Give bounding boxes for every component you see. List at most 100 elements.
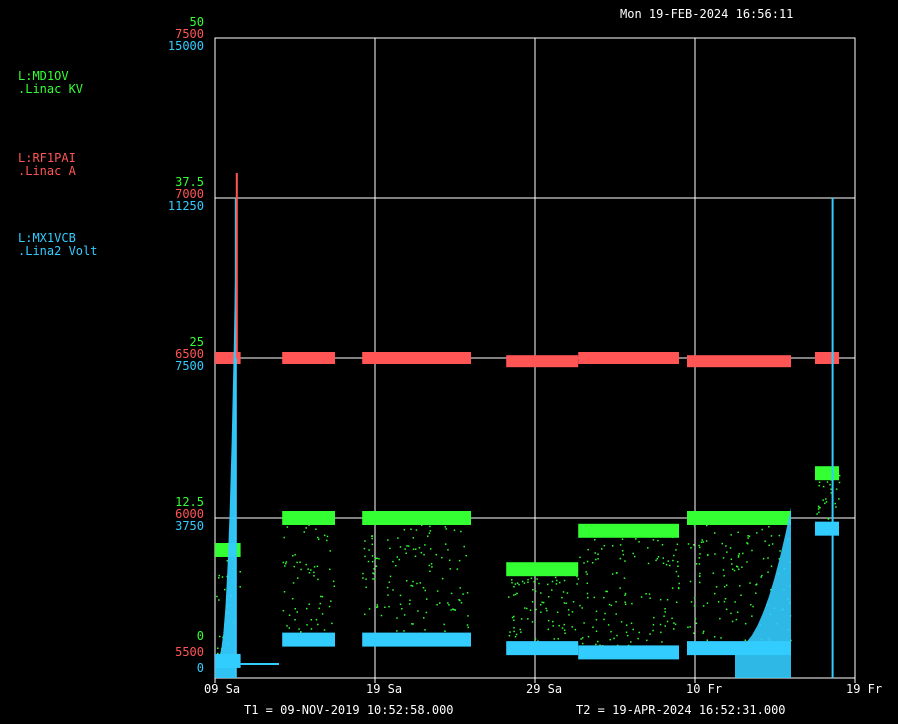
green-scatter-point <box>571 611 574 613</box>
green-scatter-point <box>693 632 695 634</box>
green-scatter-point <box>600 548 603 550</box>
green-scatter-point <box>635 538 637 540</box>
red-series-segment-1 <box>282 352 335 364</box>
green-scatter-point <box>467 626 470 629</box>
green-scatter-point <box>405 580 408 582</box>
green-scatter-point <box>542 601 545 604</box>
green-scatter-point <box>283 591 286 593</box>
green-scatter-point <box>410 528 412 530</box>
green-scatter-point <box>284 565 286 567</box>
green-scatter-point <box>652 539 655 541</box>
green-scatter-point <box>698 557 701 559</box>
green-scatter-point <box>399 546 402 548</box>
green-scatter-point <box>547 628 550 631</box>
green-scatter-point <box>558 581 561 584</box>
green-scatter-point <box>315 528 317 531</box>
green-scatter-point <box>649 597 651 599</box>
green-scatter-point <box>397 537 399 539</box>
green-scatter-point <box>586 592 589 595</box>
green-scatter-point <box>571 626 573 628</box>
green-scatter-point <box>373 573 375 575</box>
green-series-segment-3 <box>506 562 579 577</box>
green-scatter-point <box>834 502 836 505</box>
green-scatter-point <box>462 593 464 595</box>
green-scatter-point <box>722 569 725 571</box>
green-tick-4: 0 <box>196 629 204 643</box>
green-scatter-point <box>466 624 469 626</box>
green-scatter-point <box>373 568 375 570</box>
green-scatter-point <box>638 631 640 634</box>
green-scatter-point <box>513 630 515 633</box>
green-scatter-point <box>816 513 818 515</box>
green-scatter-point <box>545 607 547 610</box>
green-scatter-point <box>630 641 632 643</box>
green-scatter-point <box>751 549 753 552</box>
green-scatter-point <box>592 626 594 628</box>
green-scatter-point <box>737 531 739 534</box>
green-scatter-point <box>364 555 366 558</box>
green-scatter-point <box>513 594 515 596</box>
green-series-segment-7 <box>815 466 839 481</box>
green-scatter-point <box>310 569 312 571</box>
green-scatter-point <box>540 611 542 613</box>
green-scatter-point <box>426 598 428 600</box>
green-scatter-point <box>583 622 585 624</box>
green-scatter-point <box>218 599 220 601</box>
green-scatter-point <box>459 587 461 589</box>
green-scatter-point <box>574 628 577 631</box>
green-scatter-point <box>557 638 560 640</box>
green-scatter-point <box>595 558 597 561</box>
green-scatter-point <box>441 577 444 580</box>
green-scatter-point <box>332 580 335 583</box>
green-scatter-point <box>695 563 698 565</box>
green-scatter-point <box>577 578 580 580</box>
green-scatter-point <box>217 647 219 649</box>
green-scatter-point <box>364 540 366 542</box>
green-scatter-point <box>459 599 461 602</box>
green-scatter-point <box>770 535 773 537</box>
green-scatter-point <box>603 618 605 621</box>
green-scatter-point <box>583 562 585 564</box>
green-scatter-point <box>423 553 425 556</box>
legend-description-2: .Linac A <box>18 164 76 178</box>
green-scatter-point <box>767 557 769 559</box>
green-scatter-point <box>666 620 669 623</box>
green-scatter-point <box>396 556 399 558</box>
green-scatter-point <box>632 552 634 555</box>
green-scatter-point <box>826 481 829 483</box>
green-scatter-point <box>706 602 709 604</box>
green-scatter-point <box>362 572 364 575</box>
green-scatter-point <box>444 543 447 545</box>
blue-start-ramp <box>215 234 236 678</box>
green-scatter-point <box>392 560 394 563</box>
green-scatter-point <box>396 617 398 619</box>
green-tick-0: 50 <box>189 15 204 29</box>
footer-t1: T1 = 09-NOV-2019 10:52:58.000 <box>244 703 454 717</box>
green-scatter-point <box>829 483 831 486</box>
blue-series-segment-3 <box>506 641 579 656</box>
green-scatter-point <box>630 622 633 625</box>
green-scatter-point <box>661 543 664 546</box>
blue-tick-1: 11250 <box>167 199 204 213</box>
green-scatter-point <box>546 583 549 586</box>
green-scatter-point <box>547 619 550 622</box>
green-scatter-point <box>443 623 445 626</box>
green-scatter-point <box>326 535 329 538</box>
green-scatter-point <box>706 524 708 527</box>
green-scatter-point <box>532 588 534 591</box>
red-tick-4: 5500 <box>175 645 204 659</box>
green-scatter-point <box>622 553 625 556</box>
blue-series-segment-1 <box>282 632 335 647</box>
green-scatter-point <box>613 637 615 640</box>
green-scatter-point <box>616 634 618 637</box>
green-scatter-point <box>619 557 622 560</box>
green-scatter-point <box>294 618 296 621</box>
green-scatter-point <box>453 608 455 611</box>
green-scatter-point <box>835 488 838 490</box>
green-scatter-point <box>562 591 565 593</box>
green-scatter-point <box>411 585 414 587</box>
green-scatter-point <box>702 632 704 634</box>
green-scatter-point <box>375 565 378 567</box>
green-scatter-point <box>726 551 728 553</box>
green-scatter-point <box>778 534 781 537</box>
